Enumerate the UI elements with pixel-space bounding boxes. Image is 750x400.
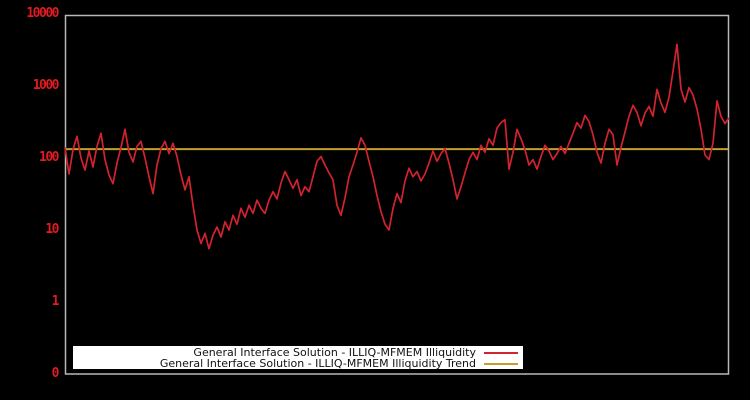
legend-item-illiquidity: General Interface Solution - ILLIQ-MFMEM… — [73, 347, 518, 358]
y-axis-tick-label: 100 — [39, 150, 59, 165]
legend-label-trend: General Interface Solution - ILLIQ-MFMEM… — [159, 357, 476, 370]
y-axis-tick-label: 10000 — [26, 6, 59, 21]
illiquidity-line — [64, 43, 730, 250]
legend-line-swatch-illiquidity — [484, 351, 518, 354]
legend-item-trend: General Interface Solution - ILLIQ-MFMEM… — [73, 358, 518, 369]
y-axis-tick-label: 0 — [51, 366, 60, 381]
y-axis-tick-label: 1 — [51, 294, 60, 309]
legend: General Interface Solution - ILLIQ-MFMEM… — [73, 346, 523, 369]
legend-label-illiquidity: General Interface Solution - ILLIQ-MFMEM… — [193, 346, 476, 359]
y-axis-tick-label: 10 — [45, 222, 59, 237]
y-axis-tick-label: 1000 — [32, 78, 60, 93]
legend-line-swatch-trend — [484, 362, 518, 365]
plot-border — [64, 14, 730, 375]
